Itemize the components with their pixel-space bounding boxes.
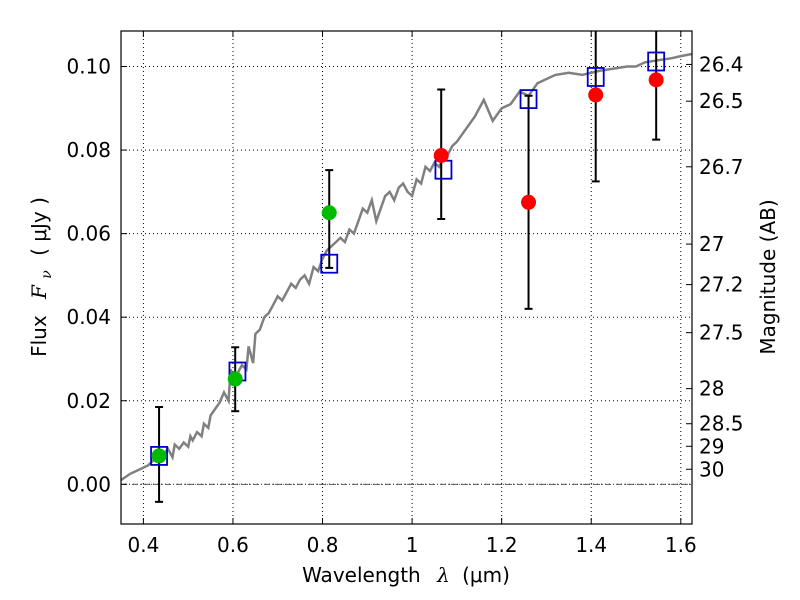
plot-frame xyxy=(120,30,693,525)
model-spectrum-line xyxy=(121,52,692,482)
y-axis-title: Flux F ν ( μJy ) xyxy=(27,197,56,357)
x-tick-label: 0.8 xyxy=(307,533,339,557)
y-axis-unit: ( μJy ) xyxy=(27,197,51,256)
observed-point xyxy=(227,371,243,387)
model-photometry-square xyxy=(150,445,168,466)
x-tick-label: 1 xyxy=(406,533,419,557)
observed-points xyxy=(151,72,664,464)
x-tick-label: 1.4 xyxy=(575,533,607,557)
y-tick-label: 0.08 xyxy=(66,138,111,162)
observed-point xyxy=(588,87,604,103)
x-tick-label: 1.2 xyxy=(486,533,518,557)
axis-ticks xyxy=(121,31,692,524)
magnitude-tick-label: 26.5 xyxy=(699,89,744,113)
y-tick-label: 0.04 xyxy=(66,305,111,329)
x-tick-label: 0.6 xyxy=(217,533,249,557)
model-photometry-square xyxy=(320,253,339,274)
y-axis-subscript: ν xyxy=(39,270,55,279)
error-bars xyxy=(155,31,661,503)
observed-point xyxy=(648,72,664,88)
magnitude-tick-label: 28.5 xyxy=(699,412,744,436)
magnitude-tick-label: 29 xyxy=(699,434,724,458)
magnitude-tick-label: 26.7 xyxy=(699,155,744,179)
model-photometry-square xyxy=(519,89,538,110)
magnitude-tick-label: 26.4 xyxy=(699,52,744,76)
model-photometry-square xyxy=(647,51,666,72)
observed-point xyxy=(433,148,449,164)
model-photometry-square xyxy=(434,159,453,180)
model-photometry-squares xyxy=(150,51,666,466)
magnitude-tick-label: 30 xyxy=(699,457,724,481)
x-axis-unit: (μm) xyxy=(462,563,510,587)
magnitude-tick-label: 27.2 xyxy=(699,273,744,297)
magnitude-axis-title: Magnitude (AB) xyxy=(756,199,780,354)
magnitude-tick-label: 27 xyxy=(699,232,724,256)
grid xyxy=(121,31,692,524)
x-axis-title-text: Wavelength xyxy=(302,563,421,587)
y-tick-label: 0.02 xyxy=(66,389,111,413)
y-axis-symbol: F xyxy=(27,284,51,300)
observed-point xyxy=(151,448,167,464)
y-tick-labels: 0.00 0.02 0.04 0.06 0.08 0.10 xyxy=(66,55,111,497)
magnitude-tick-label: 28 xyxy=(699,377,724,401)
x-tick-labels: 0.4 0.6 0.8 1 1.2 1.4 1.6 xyxy=(127,533,696,557)
observed-point xyxy=(521,194,537,210)
observed-point xyxy=(321,205,337,221)
x-axis-symbol: λ xyxy=(436,563,450,587)
y-tick-label: 0.00 xyxy=(66,472,111,496)
model-photometry-square xyxy=(586,67,605,87)
y-tick-label: 0.06 xyxy=(66,222,111,246)
y-axis-title-text: Flux xyxy=(27,315,51,357)
x-tick-label: 0.4 xyxy=(127,533,159,557)
magnitude-tick-label: 27.5 xyxy=(699,321,744,345)
x-tick-label: 1.6 xyxy=(665,533,697,557)
y-tick-label: 0.10 xyxy=(66,55,111,79)
x-axis-title: Wavelength λ (μm) xyxy=(302,563,510,587)
